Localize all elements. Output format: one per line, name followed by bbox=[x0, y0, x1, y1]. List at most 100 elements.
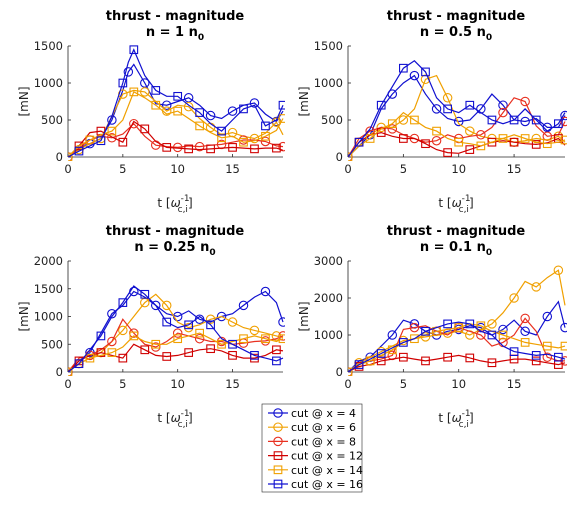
data-point bbox=[465, 319, 475, 329]
data-point bbox=[161, 100, 172, 110]
data-point bbox=[531, 350, 541, 360]
y-tick-label: 0 bbox=[56, 150, 63, 164]
x-tick-label: 10 bbox=[170, 377, 185, 391]
data-point bbox=[151, 100, 161, 110]
data-point bbox=[140, 124, 150, 134]
y-tick-label: 1000 bbox=[314, 76, 343, 90]
data-point bbox=[228, 339, 237, 349]
data-point bbox=[465, 353, 475, 363]
series-cut-x-14 bbox=[68, 328, 285, 376]
series-line bbox=[68, 332, 284, 373]
chart-title: thrust - magnitude bbox=[106, 9, 245, 24]
x-tick-label: 5 bbox=[400, 162, 407, 176]
y-axis-label: [mN] bbox=[17, 86, 31, 116]
data-point bbox=[465, 100, 475, 110]
data-point bbox=[520, 134, 530, 143]
data-point bbox=[432, 126, 441, 136]
data-point bbox=[509, 293, 519, 303]
series-cut-x-14 bbox=[348, 111, 567, 161]
data-point bbox=[278, 114, 285, 123]
data-point bbox=[85, 135, 95, 145]
data-point bbox=[173, 106, 183, 116]
x-axis-label: t [ω-1 c,i] bbox=[438, 409, 473, 430]
series-cut-x-12 bbox=[348, 352, 566, 373]
data-point bbox=[487, 330, 497, 340]
legend-label: cut @ x = 8 bbox=[291, 435, 356, 448]
y-tick-label: 1500 bbox=[314, 39, 343, 53]
data-point bbox=[542, 341, 552, 351]
data-point bbox=[195, 121, 204, 131]
data-point bbox=[531, 282, 541, 292]
data-point bbox=[140, 289, 150, 299]
data-point bbox=[172, 328, 183, 338]
data-point bbox=[238, 300, 249, 311]
data-point bbox=[183, 101, 194, 112]
data-point bbox=[278, 317, 285, 327]
data-point bbox=[261, 131, 270, 141]
y-tick-label: 500 bbox=[41, 337, 63, 351]
data-point bbox=[520, 313, 530, 324]
data-point bbox=[520, 326, 530, 337]
data-point bbox=[205, 314, 216, 325]
series-line bbox=[68, 290, 284, 373]
data-point bbox=[410, 334, 419, 344]
legend-marker bbox=[273, 408, 283, 418]
y-tick-label: 1500 bbox=[34, 39, 63, 53]
data-point bbox=[162, 317, 172, 327]
chart-subtitle: n = 0.1 n0 bbox=[420, 240, 492, 258]
data-point bbox=[74, 359, 84, 369]
data-point bbox=[140, 345, 150, 355]
x-axis-label: t [ω-1 c,i] bbox=[438, 194, 473, 215]
data-point bbox=[509, 347, 519, 357]
data-point bbox=[118, 325, 128, 336]
data-point bbox=[443, 352, 452, 362]
data-point bbox=[542, 352, 553, 362]
data-point bbox=[554, 119, 563, 129]
data-point bbox=[195, 108, 204, 117]
legend-marker bbox=[273, 436, 283, 447]
data-point bbox=[409, 70, 420, 81]
x-tick-label: 0 bbox=[344, 377, 351, 391]
data-point bbox=[409, 322, 420, 333]
data-point bbox=[118, 353, 128, 363]
y-axis-label: [mN] bbox=[297, 301, 311, 331]
data-point bbox=[553, 265, 564, 275]
data-point bbox=[487, 319, 497, 329]
data-point bbox=[443, 148, 452, 157]
data-point bbox=[465, 126, 475, 136]
data-point bbox=[465, 145, 475, 154]
data-point bbox=[542, 311, 553, 322]
y-tick-label: 2000 bbox=[314, 291, 343, 305]
data-point bbox=[509, 115, 519, 125]
x-tick-label: 10 bbox=[451, 162, 466, 176]
legend-entry: cut @ x = 14 bbox=[268, 464, 363, 477]
data-point bbox=[487, 137, 497, 147]
y-tick-label: 1500 bbox=[34, 282, 63, 296]
data-point bbox=[520, 338, 530, 347]
data-point bbox=[206, 320, 215, 330]
y-tick-label: 2000 bbox=[34, 254, 63, 268]
data-point bbox=[107, 308, 117, 319]
data-point bbox=[498, 134, 508, 143]
y-tick-label: 1000 bbox=[34, 310, 63, 324]
x-tick-label: 15 bbox=[507, 377, 522, 391]
x-tick-label: 0 bbox=[344, 162, 351, 176]
data-point bbox=[140, 87, 150, 97]
data-point bbox=[206, 144, 215, 154]
x-tick-label: 5 bbox=[400, 377, 407, 391]
y-tick-label: 3000 bbox=[314, 254, 343, 268]
data-point bbox=[271, 331, 282, 341]
data-point bbox=[410, 115, 419, 125]
data-point bbox=[365, 134, 375, 143]
data-point bbox=[118, 78, 128, 88]
data-point bbox=[107, 126, 117, 136]
series-line bbox=[348, 111, 566, 158]
data-point bbox=[68, 367, 73, 376]
data-point bbox=[421, 356, 430, 366]
data-point bbox=[560, 322, 567, 333]
chart-title: thrust - magnitude bbox=[387, 224, 526, 239]
data-point bbox=[239, 104, 248, 114]
